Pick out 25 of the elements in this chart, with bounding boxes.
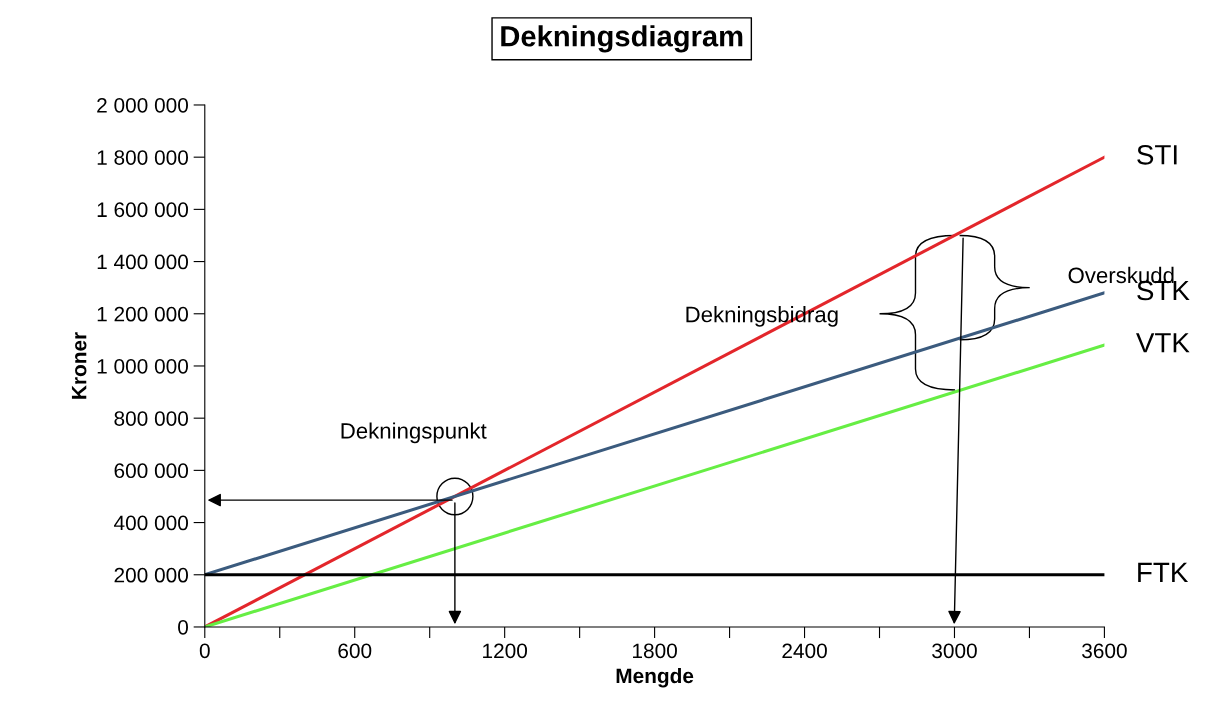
y-tick-label: 600 000 <box>114 463 189 479</box>
y-tick-label: 800 000 <box>114 411 189 426</box>
y-tick-label: 1 800 000 <box>97 150 189 165</box>
x-axis-title: Mengde <box>616 667 694 688</box>
x-tick-label: 600 <box>338 643 372 659</box>
chart-title: Dekningsdiagram <box>501 25 743 53</box>
x-tick-label: 1200 <box>483 643 528 659</box>
series-label: STI <box>1137 144 1177 165</box>
series-label: FTK <box>1138 562 1189 582</box>
y-tick-label: 200 000 <box>114 567 189 583</box>
y-tick-label: 2 000 000 <box>97 97 189 113</box>
series-label: VTK <box>1136 333 1190 353</box>
y-tick-label: 0 <box>178 619 189 635</box>
y-tick-label: 1 200 000 <box>97 306 189 322</box>
x-tick-label: 3600 <box>1082 643 1127 659</box>
y-tick-label: 1 400 000 <box>97 254 189 270</box>
annotation: Dekningspunkt <box>341 422 487 444</box>
y-tick-label: 1 000 000 <box>97 358 189 374</box>
x-tick-label: 0 <box>199 643 210 659</box>
y-tick-label: 400 000 <box>114 515 189 531</box>
x-tick-label: 1800 <box>633 643 677 659</box>
y-axis-title: Kroner <box>71 332 87 399</box>
x-tick-label: 2400 <box>782 643 827 659</box>
y-tick-label: 1 600 000 <box>97 202 189 218</box>
x-tick-label: 3000 <box>932 643 977 659</box>
